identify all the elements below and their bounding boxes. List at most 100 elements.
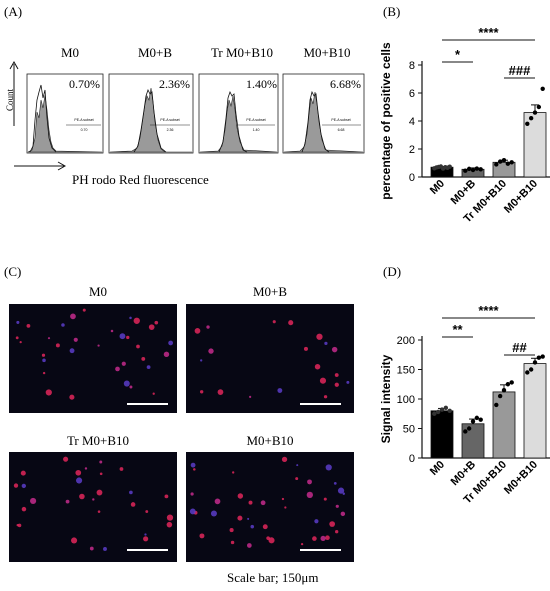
cell-spot <box>200 359 203 362</box>
cell-spot <box>324 341 328 346</box>
histogram-frame <box>198 73 279 154</box>
cell-spot <box>89 546 94 551</box>
significance-marker: * <box>455 47 461 62</box>
cell-spot <box>249 395 252 399</box>
cell-spot <box>47 337 51 340</box>
panel-a-label: (A) <box>4 4 22 19</box>
cell-spot <box>334 382 339 387</box>
data-point <box>509 160 514 165</box>
data-point <box>501 158 507 163</box>
cell-spot <box>16 523 19 527</box>
gate-value: 1.40 <box>253 128 260 132</box>
cell-spot <box>126 335 130 340</box>
cell-spot <box>99 472 103 476</box>
cell-spot <box>266 536 270 540</box>
cell-spot <box>115 366 120 372</box>
cell-spot <box>30 497 37 505</box>
cell-spot <box>99 460 103 464</box>
cell-spot <box>333 481 337 485</box>
cell-spot <box>193 468 196 471</box>
cell-spot <box>148 324 155 331</box>
cell-spot <box>19 341 22 344</box>
cell-spot <box>168 340 174 346</box>
cell-spot <box>21 483 27 489</box>
cell-spot <box>84 467 88 470</box>
data-point <box>432 411 437 416</box>
cell-spot <box>248 500 253 505</box>
cell-spot <box>97 510 101 513</box>
cell-spot <box>42 358 46 363</box>
scale-bar-caption: Scale bar; 150μm <box>227 570 318 585</box>
cell-spot <box>335 504 339 508</box>
positive-percent: 1.40% <box>246 77 277 91</box>
cell-spot <box>296 464 299 467</box>
bar <box>523 363 547 459</box>
data-point <box>528 116 534 121</box>
data-point <box>532 360 538 365</box>
category-label: M0 <box>428 459 447 478</box>
panel-b-label: (B) <box>383 4 400 19</box>
cell-spot <box>319 377 327 384</box>
significance-marker: ## <box>512 340 527 355</box>
micrograph-title: M0+B10 <box>246 433 293 448</box>
y-axis-title: percentage of positive cells <box>379 42 393 200</box>
significance-marker: **** <box>478 25 499 40</box>
cell-spot <box>133 317 140 324</box>
y-tick-label: 4 <box>409 116 415 128</box>
gate-label: PE-A subset <box>160 118 179 122</box>
data-point <box>505 382 511 387</box>
cell-spot <box>119 333 126 340</box>
panel-a: (A) Count PH rodo Red fluorescence M0 PE… <box>4 4 365 187</box>
histogram-frame <box>26 73 104 154</box>
cell-spot <box>76 477 83 484</box>
cell-spot <box>334 373 339 377</box>
cell-spot <box>103 547 107 551</box>
cell-spot <box>70 313 76 320</box>
cell-spot <box>214 498 221 505</box>
cell-spot <box>73 337 78 342</box>
cell-spot <box>323 395 328 399</box>
cell-spot <box>164 494 169 499</box>
positive-percent: 6.68% <box>330 77 361 91</box>
cell-spot <box>123 380 130 387</box>
cell-spot <box>295 477 299 481</box>
data-point <box>540 86 545 92</box>
cell-spot <box>20 470 26 476</box>
cell-spot <box>314 519 319 524</box>
cell-spot <box>306 491 314 499</box>
cell-spot <box>346 380 350 384</box>
cell-spot <box>163 351 170 358</box>
cell-spot <box>199 533 205 539</box>
cell-spot <box>312 536 317 541</box>
cell-spot <box>92 498 95 501</box>
histogram-control-line <box>218 90 248 153</box>
cell-spot <box>61 323 65 327</box>
category-label: M0+B <box>449 178 478 207</box>
y-axis-title: Signal intensity <box>379 354 393 443</box>
cell-spot <box>229 528 234 533</box>
fluorescence-axis-label: PH rodo Red fluorescence <box>72 172 209 187</box>
data-point <box>536 104 542 110</box>
data-point <box>497 159 503 164</box>
cell-spot <box>136 344 140 349</box>
cell-spot <box>145 510 149 513</box>
cell-spot <box>82 308 86 312</box>
y-tick-label: 200 <box>397 335 415 347</box>
bar <box>430 410 454 459</box>
data-point <box>474 166 480 171</box>
cell-signals <box>194 320 350 399</box>
data-point <box>525 121 530 127</box>
histogram-frame <box>108 73 194 154</box>
significance-marker: ### <box>509 63 531 78</box>
data-point <box>505 161 511 166</box>
y-tick-label: 0 <box>409 453 415 465</box>
cell-spot <box>277 388 283 393</box>
micrograph-title: Tr M0+B10 <box>67 433 129 448</box>
y-tick-label: 8 <box>409 60 415 72</box>
y-tick-label: 0 <box>409 172 415 184</box>
cell-spot <box>71 537 78 544</box>
gate-label: PE-A subset <box>246 118 265 122</box>
